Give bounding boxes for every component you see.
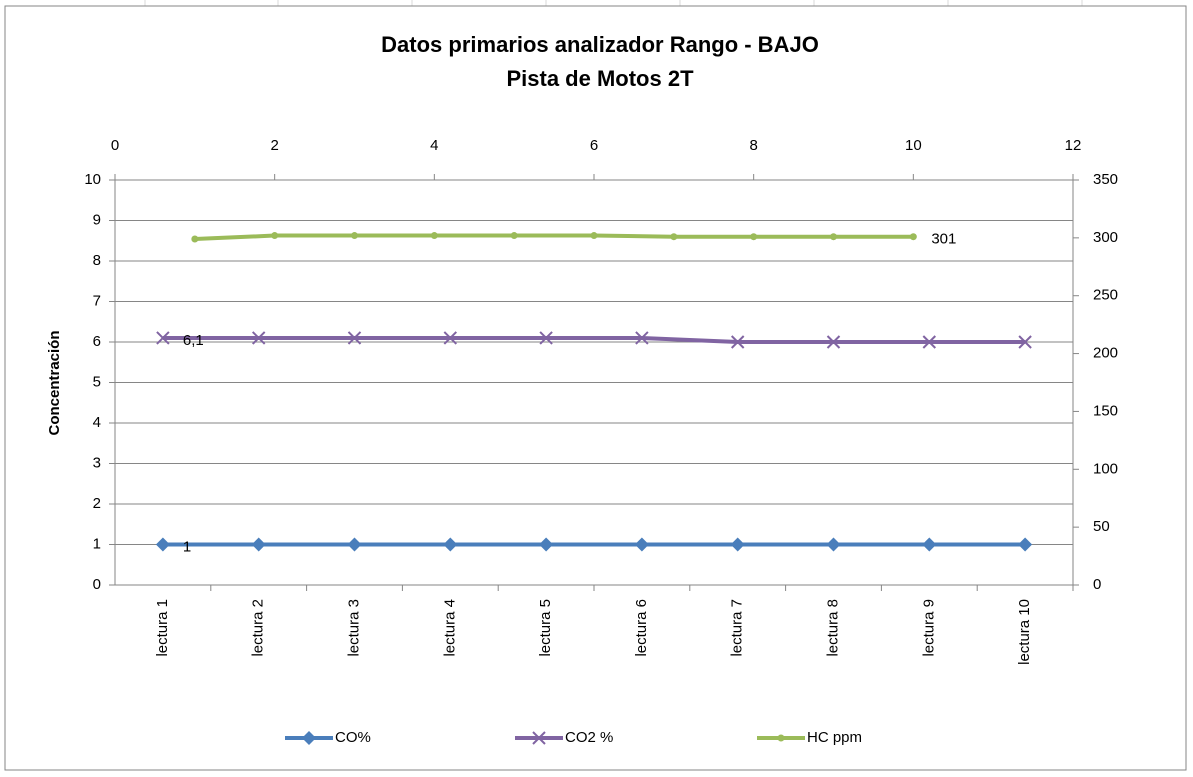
- marker: [539, 537, 554, 552]
- series-line: [194, 233, 914, 242]
- chart-title: Datos primarios analizador Rango - BAJO: [381, 32, 819, 57]
- data-label: 301: [931, 231, 956, 248]
- x2-tick-label: 0: [111, 137, 119, 154]
- x-tick-label: lectura 3: [345, 599, 362, 657]
- y2-tick-label: 100: [1093, 460, 1118, 477]
- marker: [634, 537, 649, 552]
- marker: [590, 232, 598, 240]
- chart-subtitle: Pista de Motos 2T: [506, 66, 694, 91]
- y-tick-label: 6: [93, 333, 101, 350]
- marker: [922, 335, 937, 349]
- x2-tick-label: 6: [590, 137, 598, 154]
- data-label: 6,1: [183, 332, 204, 349]
- y2-tick-label: 50: [1093, 518, 1110, 535]
- x-tick-label: lectura 9: [920, 599, 937, 657]
- marker: [635, 331, 649, 345]
- marker: [750, 233, 758, 241]
- marker: [532, 731, 546, 745]
- x2-tick-label: 4: [430, 137, 438, 154]
- chart-border: [4, 5, 1187, 771]
- x2-tick-label: 8: [749, 137, 757, 154]
- y-tick-label: 1: [93, 535, 101, 552]
- y2-tick-label: 300: [1093, 229, 1118, 246]
- marker: [777, 734, 785, 742]
- marker: [909, 233, 917, 241]
- x-tick-label: lectura 8: [824, 599, 841, 657]
- marker: [1018, 335, 1032, 349]
- series-line: [162, 335, 1026, 344]
- x-tick-label: lectura 6: [633, 599, 650, 657]
- marker: [1018, 537, 1033, 552]
- sheet-grid: [144, 0, 1083, 6]
- x2-tick-label: 12: [1065, 137, 1082, 154]
- y-tick-label: 5: [93, 373, 101, 390]
- marker: [302, 731, 316, 745]
- marker: [430, 232, 438, 240]
- y-tick-label: 10: [84, 171, 101, 188]
- marker: [351, 232, 358, 240]
- marker: [156, 331, 170, 345]
- marker: [347, 331, 362, 345]
- marker: [443, 331, 458, 345]
- marker: [443, 537, 458, 552]
- y-tick-label: 2: [93, 495, 101, 512]
- y2-tick-label: 250: [1093, 287, 1118, 304]
- x-tick-label: lectura 4: [441, 599, 458, 657]
- marker: [922, 537, 937, 552]
- y2-tick-label: 0: [1093, 576, 1101, 593]
- marker: [155, 537, 170, 552]
- marker: [826, 537, 841, 552]
- y-axis-title: Concentración: [46, 330, 63, 435]
- marker: [670, 233, 678, 241]
- marker: [830, 233, 837, 241]
- marker: [251, 331, 266, 345]
- y-tick-label: 0: [93, 576, 101, 593]
- x-tick-label: lectura 5: [537, 599, 554, 657]
- y-tick-label: 3: [93, 454, 101, 471]
- y-tick-label: 9: [93, 211, 101, 228]
- marker: [826, 335, 841, 349]
- marker: [510, 232, 518, 240]
- marker: [191, 235, 199, 243]
- data-label: 1: [183, 538, 191, 555]
- y-tick-label: 4: [93, 414, 101, 431]
- legend-label: HC ppm: [807, 729, 862, 746]
- marker: [730, 335, 745, 349]
- x-tick-label: lectura 10: [1016, 599, 1033, 665]
- y2-tick-label: 350: [1093, 171, 1118, 188]
- x2-tick-label: 2: [270, 137, 278, 154]
- y-tick-label: 8: [93, 252, 101, 269]
- legend-label: CO2 %: [565, 729, 613, 746]
- y-tick-label: 7: [93, 292, 101, 309]
- marker: [271, 232, 279, 240]
- marker: [730, 537, 745, 552]
- legend-label: CO%: [335, 729, 371, 746]
- marker: [347, 537, 362, 552]
- x-tick-label: lectura 2: [250, 599, 267, 657]
- x-tick-label: lectura 1: [154, 599, 171, 657]
- y2-tick-label: 200: [1093, 345, 1118, 362]
- y2-tick-label: 150: [1093, 402, 1118, 419]
- x2-tick-label: 10: [905, 137, 922, 154]
- x-tick-label: lectura 7: [729, 599, 746, 657]
- marker: [251, 537, 266, 552]
- marker: [539, 331, 553, 345]
